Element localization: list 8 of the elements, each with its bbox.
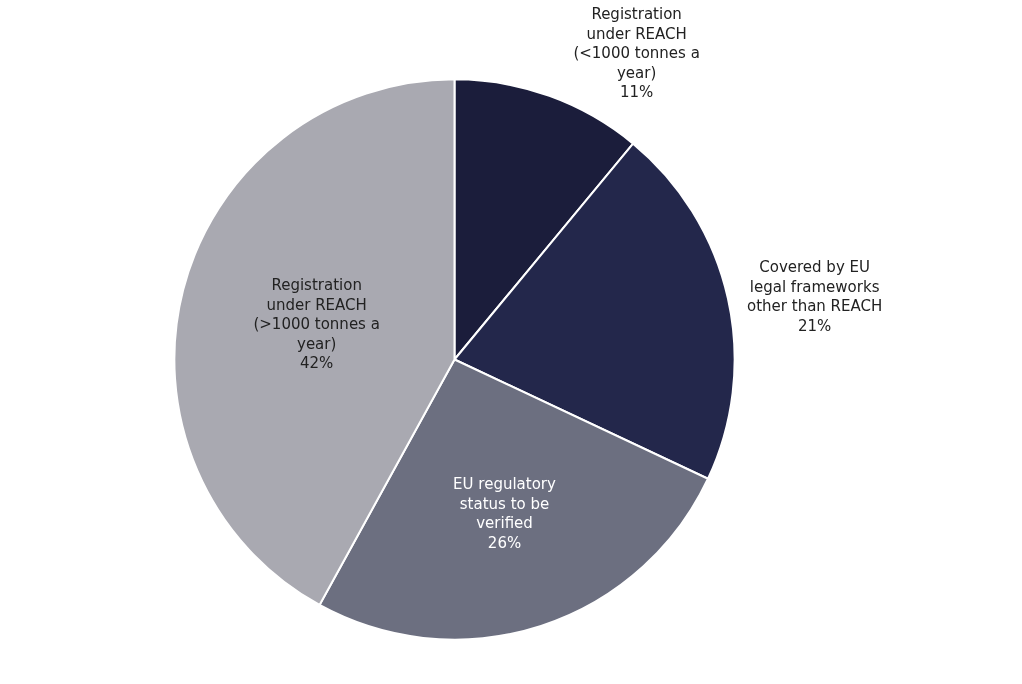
slice-label: Registration under REACH (>1000 tonnes a year) [253, 276, 380, 353]
data-label: 21% [797, 316, 832, 335]
data-label: 11% [619, 83, 654, 102]
data-label: 26% [487, 533, 522, 552]
slice-label: Covered by EU legal frameworks other than REACH [747, 258, 883, 316]
slice-label: EU regulatory status to be verified [453, 475, 557, 533]
data-label: 42% [299, 354, 334, 373]
slice-label: Registration under REACH (<1000 tonnes a year) [573, 5, 700, 82]
